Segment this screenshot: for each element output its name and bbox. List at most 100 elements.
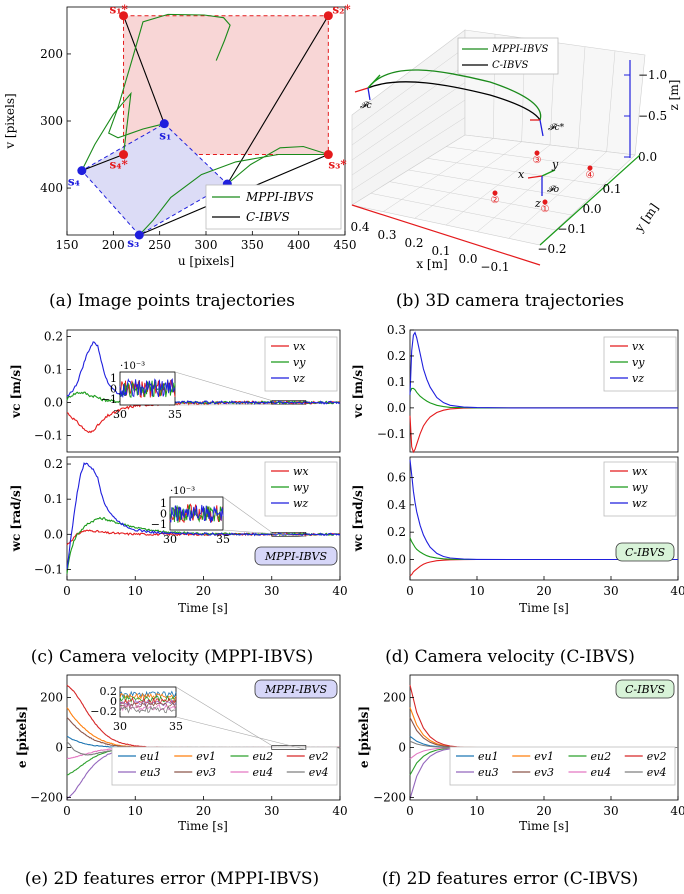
e-xtick-label-3: 30	[264, 804, 279, 818]
e-xtick-label-1: 10	[128, 804, 143, 818]
legend-mppi: MPPI-IBVS	[491, 44, 549, 55]
e-inset-ytick-0: 0.2	[100, 685, 118, 698]
e-series-eu1	[66, 735, 341, 749]
c-top-series-vy	[66, 391, 341, 405]
xtick-label-450: 450	[334, 238, 357, 252]
f-legend-label-2: eu2	[591, 750, 612, 763]
f-series-ev1	[409, 707, 678, 749]
marker-dot-1	[542, 199, 548, 205]
d-bot-xtick-label-0: 0	[406, 584, 414, 598]
f-legend-label-5: ev3	[534, 766, 554, 779]
legend-box	[205, 184, 342, 230]
y-axis-line	[539, 154, 641, 246]
xtick-label-200: 200	[102, 238, 125, 252]
e-zoom-link-2	[175, 716, 306, 750]
desired-label-3: s₃*	[328, 158, 347, 172]
caption-f: (f) 2D features error (C-IBVS)	[382, 869, 639, 889]
legend-box	[457, 37, 559, 75]
d-top-series-vx	[409, 407, 678, 454]
ztick-label-2: 0.0	[638, 150, 657, 164]
xtick-label-4: 0.0	[458, 252, 477, 266]
f-legend-label-6: eu4	[591, 766, 612, 779]
frame-o-y	[541, 169, 556, 177]
traj-cibvs	[367, 81, 541, 121]
f-legend-box	[449, 746, 676, 786]
c-xlabel: Time [s]	[178, 601, 228, 615]
ztick-label-0: −1.0	[638, 68, 667, 82]
marker-label-2: ②	[491, 195, 500, 206]
marker-dot-4	[587, 165, 593, 171]
d-bot-ytick-label-2: 0.4	[387, 498, 406, 512]
frame-cstar-z	[539, 119, 544, 137]
f-xtick-label-1: 10	[469, 804, 484, 818]
e-xtick-label-2: 20	[196, 804, 211, 818]
c-top-legend-label-0: vx	[293, 340, 306, 353]
e-legend-label-0: eu1	[140, 750, 161, 763]
e-legend-label-2: eu2	[253, 750, 274, 763]
initial-point-3	[134, 230, 144, 240]
e-legend-box	[111, 746, 338, 786]
marker-label-1: ①	[541, 204, 550, 215]
grid-left-4	[351, 99, 466, 176]
d-ylabel-top: vc [m/s]	[351, 364, 365, 419]
legend-cibvs: C-IBVS	[246, 210, 290, 224]
e-ytick-label-2: −200	[30, 791, 63, 805]
c-top-inset-ytick-1: 0	[110, 383, 117, 396]
grid-left-1	[351, 47, 466, 131]
d-top-ytick-label-2: 0.1	[387, 375, 406, 389]
e-inset-series-6	[119, 703, 177, 712]
f-xtick-label-3: 30	[603, 804, 618, 818]
e-legend-label-6: eu4	[253, 766, 274, 779]
grid-left-3	[351, 82, 466, 161]
xtick-label-2: 0.2	[404, 236, 423, 250]
xtick-label-300: 300	[195, 238, 218, 252]
c-top-zoom-link-1	[174, 371, 272, 401]
desired-label-1: s₁*	[110, 3, 129, 17]
c-bot-zoom-link-2	[222, 529, 306, 537]
f-xtick-label-0: 0	[406, 804, 414, 818]
xtick-label-5: −0.1	[480, 260, 509, 274]
cibvs-path-1	[122, 15, 165, 124]
d-top-legend-label-0: vx	[632, 340, 645, 353]
f-badge-bg	[615, 679, 675, 699]
ytick-label-2: −0.1	[557, 222, 586, 236]
f-xtick-label-2: 20	[536, 804, 551, 818]
c-bot-zoom-link-1	[222, 496, 272, 533]
ytick-label-300: 300	[40, 114, 63, 128]
grid-back-5	[606, 50, 616, 152]
c-top-inset-exp: ·10⁻³	[120, 361, 145, 372]
panel-a-image-trajectories: s₁*s₂*s₃*s₄*s₁s₂s₃s₄15020025030035040045…	[3, 3, 356, 268]
c-bot-series-wz	[66, 462, 341, 569]
xtick-label-1: 0.3	[377, 228, 396, 242]
yaxis-label: y [m]	[631, 201, 661, 236]
desired-point-4	[119, 150, 129, 160]
c-bot-legend-label-2: wz	[293, 497, 308, 510]
c-top-legend-label-1: vy	[293, 356, 306, 369]
c-bot-xtick-label-3: 30	[264, 584, 279, 598]
c-bot-inset-series-1	[169, 504, 224, 523]
axis-letter-x: x	[518, 168, 525, 181]
e-inset-series-7	[119, 705, 177, 714]
d-top-ytick-label-3: 0.2	[387, 349, 406, 363]
c-bot-xtick-label-0: 0	[63, 584, 71, 598]
grid-left-5	[351, 117, 466, 191]
c-bot-legend-label-1: wy	[293, 481, 309, 494]
c-bot-inset-ytick-1: 0	[160, 508, 167, 521]
marker-label-3: ③	[533, 155, 542, 166]
e-legend-label-3: ev2	[309, 750, 329, 763]
c-bot-zoom-box	[271, 532, 307, 537]
legend-mppi: MPPI-IBVS	[245, 190, 314, 204]
frame-c-x	[354, 87, 369, 93]
c-bot-ytick-label-2: 0.1	[44, 492, 63, 506]
d-badge: C-IBVS	[625, 546, 666, 559]
e-inset-series-5	[119, 701, 177, 710]
c-top-inset-ytick-0: 1	[110, 372, 117, 385]
mppi-path-1	[108, 13, 231, 139]
caption-a: (a) Image points trajectories	[49, 291, 295, 311]
c-bot-inset-xtick-0: 30	[163, 533, 177, 546]
f-xtick-label-4: 40	[670, 804, 684, 818]
d-bot-legend-label-2: wz	[632, 497, 647, 510]
c-bot-inset-ytick-0: 1	[160, 497, 167, 510]
e-inset-xtick-0: 30	[113, 720, 127, 733]
